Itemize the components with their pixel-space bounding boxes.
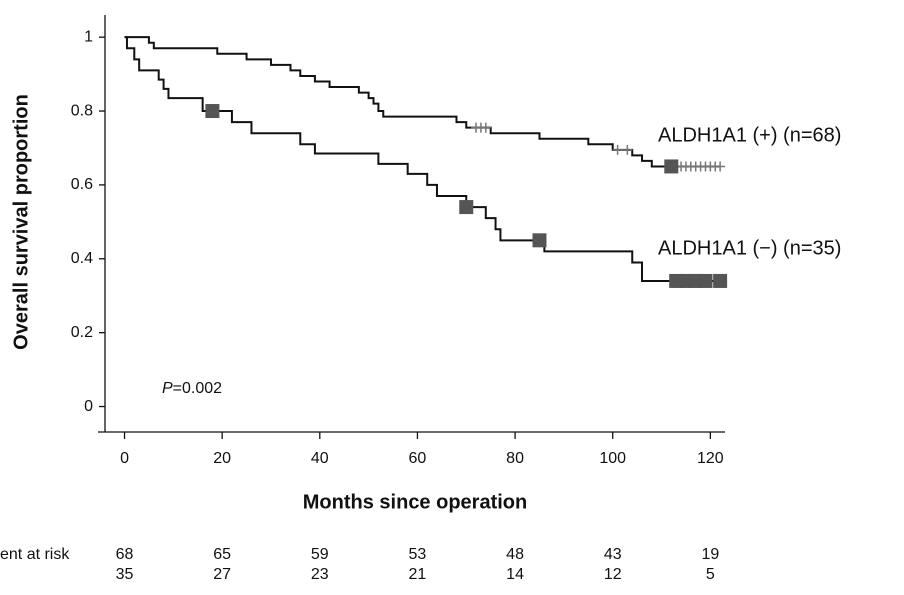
- censor-plus: [622, 144, 633, 155]
- y-tick-label: 0.8: [71, 102, 93, 119]
- risk-count: 48: [506, 546, 524, 563]
- x-tick-label: 40: [311, 450, 329, 467]
- risk-count: 19: [701, 546, 719, 563]
- censor-square: [713, 273, 728, 288]
- annotation: P=0.002: [162, 380, 222, 397]
- risk-label: ent at risk: [0, 546, 70, 563]
- y-tick-label: 0.6: [71, 176, 93, 193]
- x-tick-label: 60: [409, 450, 427, 467]
- x-tick-label: 20: [213, 450, 231, 467]
- censor-square: [698, 273, 713, 288]
- y-tick-label: 0: [84, 398, 93, 415]
- risk-count: 59: [311, 546, 329, 563]
- x-tick-label: 100: [599, 450, 626, 467]
- legend-label: ALDH1A1 (+) (n=68): [658, 124, 841, 146]
- risk-count: 14: [506, 566, 524, 583]
- risk-count: 35: [116, 566, 134, 583]
- risk-count: 12: [604, 566, 622, 583]
- censor-square: [532, 233, 547, 248]
- risk-count: 65: [213, 546, 231, 563]
- y-tick-label: 1: [84, 28, 93, 45]
- survival-curve: [124, 36, 721, 168]
- censor-plus: [715, 161, 726, 172]
- y-tick-label: 0.2: [71, 324, 93, 341]
- risk-count: 43: [604, 546, 622, 563]
- y-axis-label: Overall survival proportion: [10, 94, 32, 350]
- censor-square: [664, 159, 679, 174]
- risk-count: 23: [311, 566, 329, 583]
- x-tick-label: 120: [697, 450, 724, 467]
- risk-count: 68: [116, 546, 134, 563]
- censor-square: [459, 200, 474, 215]
- risk-count: 21: [409, 566, 427, 583]
- survival-curve: [124, 36, 721, 282]
- y-tick-label: 0.4: [71, 250, 93, 267]
- x-tick-label: 80: [506, 450, 524, 467]
- risk-count: 27: [213, 566, 231, 583]
- censor-plus: [612, 144, 623, 155]
- risk-count: 5: [706, 566, 715, 583]
- censor-plus: [480, 122, 491, 133]
- x-tick-label: 0: [120, 450, 129, 467]
- censor-square: [205, 104, 220, 119]
- legend-label: ALDH1A1 (−) (n=35): [658, 237, 841, 259]
- risk-count: 53: [409, 546, 427, 563]
- x-axis-label: Months since operation: [303, 491, 527, 513]
